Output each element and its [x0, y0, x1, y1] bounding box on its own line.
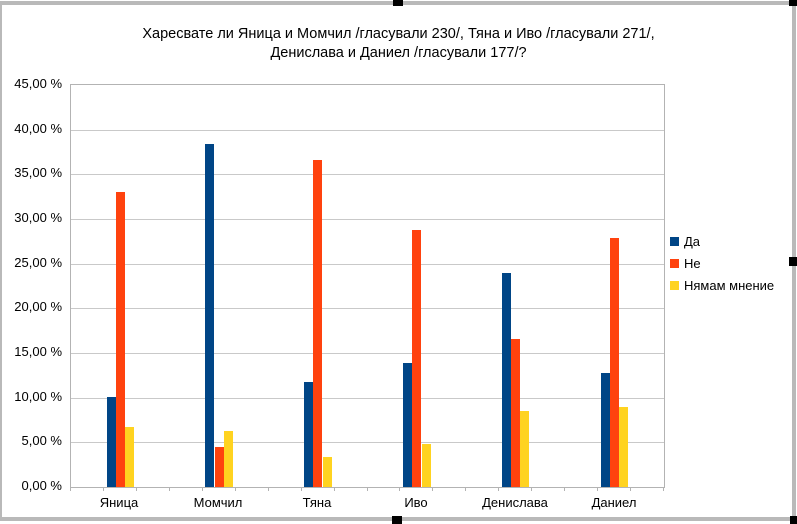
gridline [71, 353, 664, 354]
bar-Да-Яница [107, 397, 116, 487]
bar-Нямам мнение-Момчил [224, 431, 233, 487]
x-axis-tick-mark [169, 487, 170, 491]
resize-handle-top-right[interactable] [789, 0, 797, 6]
x-axis-tick-mark [564, 487, 565, 491]
x-axis-tick-mark [103, 487, 104, 491]
bar-Не-Тяна [313, 160, 322, 487]
x-axis-tick-mark [399, 487, 400, 491]
x-axis-tick-mark [630, 487, 631, 491]
x-axis-tick-mark [334, 487, 335, 491]
x-axis-tick-mark [663, 487, 664, 491]
y-axis-tick-label: 45,00 % [14, 76, 62, 91]
legend-swatch-icon [670, 237, 679, 247]
x-axis-tick-mark [465, 487, 466, 491]
chart-title: Харесвате ли Яница и Момчил /гласували 2… [0, 25, 797, 63]
x-axis-category-label: Момчил [193, 495, 243, 510]
y-axis-tick-label: 20,00 % [14, 299, 62, 314]
x-axis-tick-mark [301, 487, 302, 491]
x-axis-tick-mark [432, 487, 433, 491]
bar-Нямам мнение-Даниел [619, 407, 628, 487]
y-axis-tick-label: 5,00 % [21, 433, 62, 448]
y-axis-tick-label: 35,00 % [14, 165, 62, 180]
x-axis-category-label: Даниел [591, 495, 637, 510]
resize-handle-right-middle[interactable] [789, 257, 797, 266]
bar-Да-Момчил [205, 144, 214, 487]
bar-Да-Денислава [502, 273, 511, 487]
x-axis-category-label: Иво [404, 495, 428, 510]
x-axis-tick-mark [136, 487, 137, 491]
gridline [71, 398, 664, 399]
legend: Да Не Нямам мнение [670, 231, 774, 296]
legend-label: Да [684, 234, 701, 250]
y-axis-tick-label: 25,00 % [14, 255, 62, 270]
chart-title-line-1: Харесвате ли Яница и Момчил /гласували 2… [142, 26, 655, 42]
bar-Да-Тяна [304, 382, 313, 487]
x-axis-tick-mark [367, 487, 368, 491]
bar-Не-Момчил [215, 447, 224, 487]
x-axis-tick-mark [70, 487, 71, 491]
bar-Не-Даниел [610, 238, 619, 487]
chart-title-line-2: Денислава и Даниел /гласували 177/? [270, 45, 527, 61]
plot-area [70, 84, 665, 488]
gridline [71, 219, 664, 220]
gridline [71, 308, 664, 309]
y-axis-tick-label: 10,00 % [14, 389, 62, 404]
x-axis-tick-mark [531, 487, 532, 491]
legend-item: Нямам мнение [670, 274, 774, 296]
y-axis-tick-label: 40,00 % [14, 121, 62, 136]
y-axis-tick-label: 30,00 % [14, 210, 62, 225]
x-axis-category-label: Денислава [482, 495, 548, 510]
legend-swatch-icon [670, 280, 679, 290]
bar-Да-Иво [403, 363, 412, 487]
x-axis-tick-mark [498, 487, 499, 491]
y-axis-tick-label: 15,00 % [14, 344, 62, 359]
resize-handle-bottom-right[interactable] [790, 516, 797, 524]
gridline [71, 130, 664, 131]
bar-Нямам мнение-Тяна [323, 457, 332, 487]
legend-item: Не [670, 253, 774, 275]
gridline [71, 264, 664, 265]
y-axis-tick-label: 0,00 % [21, 478, 62, 493]
resize-handle-top-center[interactable] [393, 0, 403, 6]
gridline [71, 442, 664, 443]
bar-Не-Иво [412, 230, 421, 487]
bar-Не-Яница [116, 192, 125, 487]
bar-Не-Денислава [511, 339, 520, 487]
x-axis-tick-mark [235, 487, 236, 491]
selection-border-left [0, 1, 2, 521]
bar-Нямам мнение-Яница [125, 427, 134, 487]
x-axis-tick-mark [268, 487, 269, 491]
bar-Да-Даниел [601, 373, 610, 487]
legend-label: Нямам мнение [684, 277, 775, 293]
legend-swatch-icon [670, 259, 679, 269]
x-axis-category-label: Яница [99, 495, 139, 510]
x-axis-category-label: Тяна [302, 495, 332, 510]
resize-handle-bottom-center[interactable] [392, 516, 402, 524]
bar-Нямам мнение-Денислава [520, 411, 529, 487]
legend-label: Не [684, 256, 701, 272]
x-axis-tick-mark [202, 487, 203, 491]
legend-item: Да [670, 231, 774, 253]
gridline [71, 174, 664, 175]
bar-Нямам мнение-Иво [422, 444, 431, 487]
x-axis-tick-mark [597, 487, 598, 491]
